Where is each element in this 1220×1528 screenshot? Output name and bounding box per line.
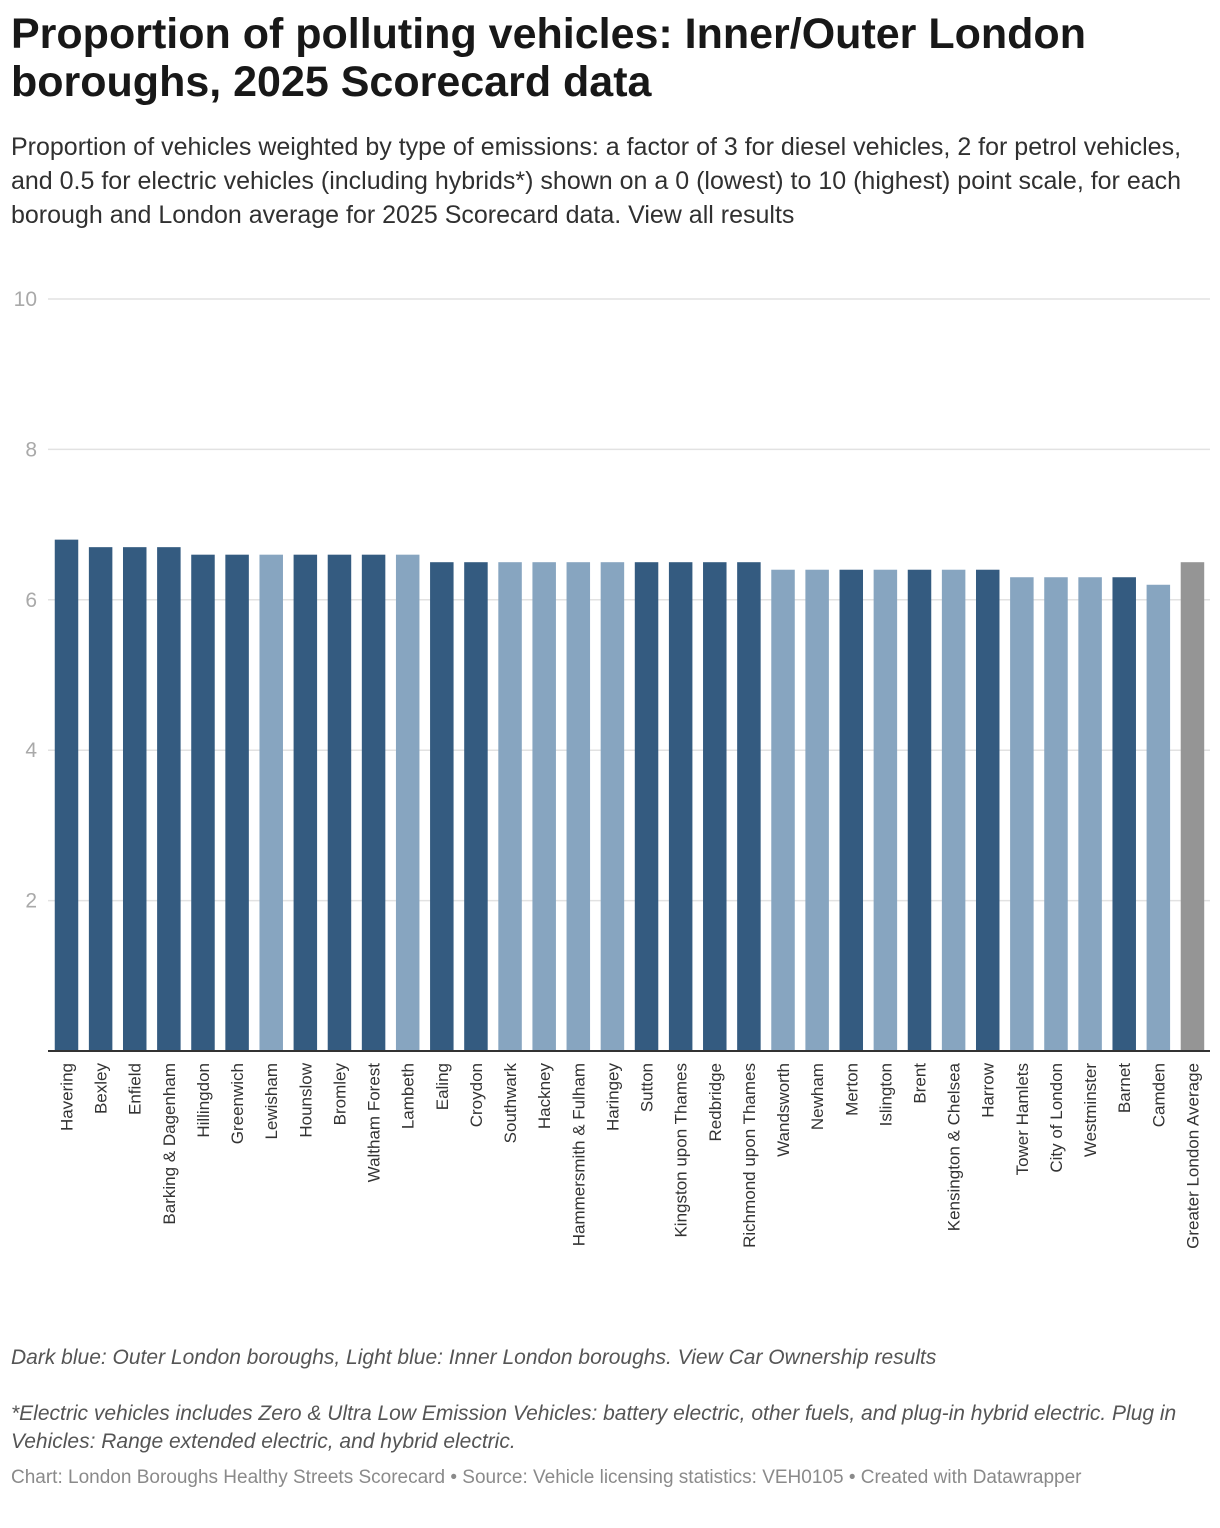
x-tick-label: Croydon [467, 1063, 486, 1127]
x-tick-label: Newham [808, 1063, 827, 1130]
x-tick-label: Richmond upon Thames [740, 1063, 759, 1248]
x-tick-label: Westminster [1081, 1063, 1100, 1157]
bar-city-of-london[interactable] [1044, 577, 1068, 1051]
bar-sutton[interactable] [634, 562, 659, 1051]
bar-lewisham[interactable] [259, 554, 283, 1051]
x-tick-label: Brent [911, 1063, 930, 1104]
bar-islington[interactable] [873, 569, 898, 1051]
bar-newham[interactable] [805, 569, 829, 1051]
category-labels: Havering Bexley Enfield Barking & Dagenham H… [58, 1062, 1203, 1249]
bar-ealing[interactable] [430, 562, 454, 1051]
x-tick-label: City of London [1047, 1063, 1066, 1173]
bar-tower-hamlets[interactable] [1010, 577, 1034, 1051]
x-tick-label: Havering [58, 1063, 77, 1131]
bar-hammersmith-fulham[interactable] [566, 562, 591, 1051]
x-tick-label: Ealing [433, 1063, 452, 1110]
bar-hounslow[interactable] [293, 554, 318, 1051]
x-tick-label: Hillingdon [194, 1063, 213, 1138]
x-tick-label: Lambeth [399, 1063, 418, 1129]
bar-havering[interactable] [54, 539, 79, 1051]
y-tick-label: 6 [25, 589, 37, 612]
x-tick-label: Harrow [979, 1062, 998, 1118]
x-tick-label: Redbridge [706, 1063, 725, 1141]
bar-chart: 2 4 6 8 10 Havering Bexley Enfield Barking & Da… [14, 288, 1210, 1249]
bar-richmond-upon-thames[interactable] [737, 562, 761, 1051]
bar-wandsworth[interactable] [771, 569, 795, 1051]
bar-hackney[interactable] [532, 562, 556, 1051]
bar-redbridge[interactable] [703, 562, 727, 1051]
x-tick-label: Enfield [126, 1063, 145, 1115]
bar-merton[interactable] [839, 569, 864, 1051]
y-tick-label: 4 [25, 739, 37, 762]
x-tick-label: Bromley [330, 1063, 349, 1126]
bar-harrow[interactable] [975, 569, 1000, 1051]
bars [54, 539, 1205, 1051]
x-tick-label: Hounslow [296, 1062, 315, 1137]
x-tick-label: Hackney [535, 1063, 554, 1130]
x-tick-label: Southwark [501, 1063, 520, 1144]
bar-hillingdon[interactable] [191, 554, 215, 1051]
x-tick-label: Sutton [638, 1063, 657, 1112]
x-tick-label: Wandsworth [774, 1063, 793, 1157]
x-tick-label: Kensington & Chelsea [945, 1062, 964, 1231]
x-tick-label: Lewisham [262, 1063, 281, 1140]
y-tick-label: 2 [25, 890, 37, 913]
bar-brent[interactable] [907, 569, 932, 1051]
bar-bexley[interactable] [88, 547, 113, 1051]
x-tick-label: Haringey [603, 1063, 622, 1132]
bar-camden[interactable] [1146, 584, 1171, 1051]
x-tick-label: Barnet [1115, 1063, 1134, 1113]
bar-haringey[interactable] [600, 562, 625, 1051]
bar-barking-dagenham[interactable] [157, 547, 181, 1051]
x-tick-label: Tower Hamlets [1013, 1063, 1032, 1175]
x-tick-label: Islington [876, 1063, 895, 1126]
bar-croydon[interactable] [464, 562, 488, 1051]
bar-kensington-chelsea[interactable] [941, 569, 966, 1051]
x-tick-label: Greater London Average [1183, 1063, 1202, 1249]
bar-greenwich[interactable] [225, 554, 249, 1051]
bar-waltham-forest[interactable] [361, 554, 386, 1051]
bar-lambeth[interactable] [395, 554, 420, 1051]
x-tick-label: Bexley [92, 1063, 111, 1115]
x-tick-label: Barking & Dagenham [160, 1063, 179, 1225]
color-key-note: Dark blue: Outer London boroughs, Light … [11, 1346, 937, 1369]
x-tick-label: Kingston upon Thames [672, 1063, 691, 1238]
bar-southwark[interactable] [498, 562, 522, 1051]
electric-footnote: *Electric vehicles includes Zero & Ultra… [11, 1402, 1177, 1453]
chart-title: Proportion of polluting vehicles: Inner/… [11, 10, 1086, 106]
x-tick-label: Camden [1149, 1063, 1168, 1127]
bar-barnet[interactable] [1112, 577, 1136, 1051]
bar-greater-london-average[interactable] [1180, 562, 1205, 1051]
source-credit: Chart: London Boroughs Healthy Streets S… [11, 1467, 1082, 1488]
x-tick-label: Merton [842, 1063, 861, 1116]
y-tick-label: 8 [25, 438, 37, 461]
x-tick-label: Hammersmith & Fulham [569, 1063, 588, 1246]
x-tick-label: Greenwich [228, 1063, 247, 1144]
bar-westminster[interactable] [1078, 577, 1102, 1051]
y-tick-label: 10 [14, 288, 37, 311]
bar-bromley[interactable] [327, 554, 352, 1051]
bar-kingston-upon-thames[interactable] [668, 562, 693, 1051]
bar-enfield[interactable] [122, 547, 147, 1051]
x-tick-label: Waltham Forest [365, 1063, 384, 1183]
chart-subtitle: Proportion of vehicles weighted by type … [11, 133, 1182, 229]
